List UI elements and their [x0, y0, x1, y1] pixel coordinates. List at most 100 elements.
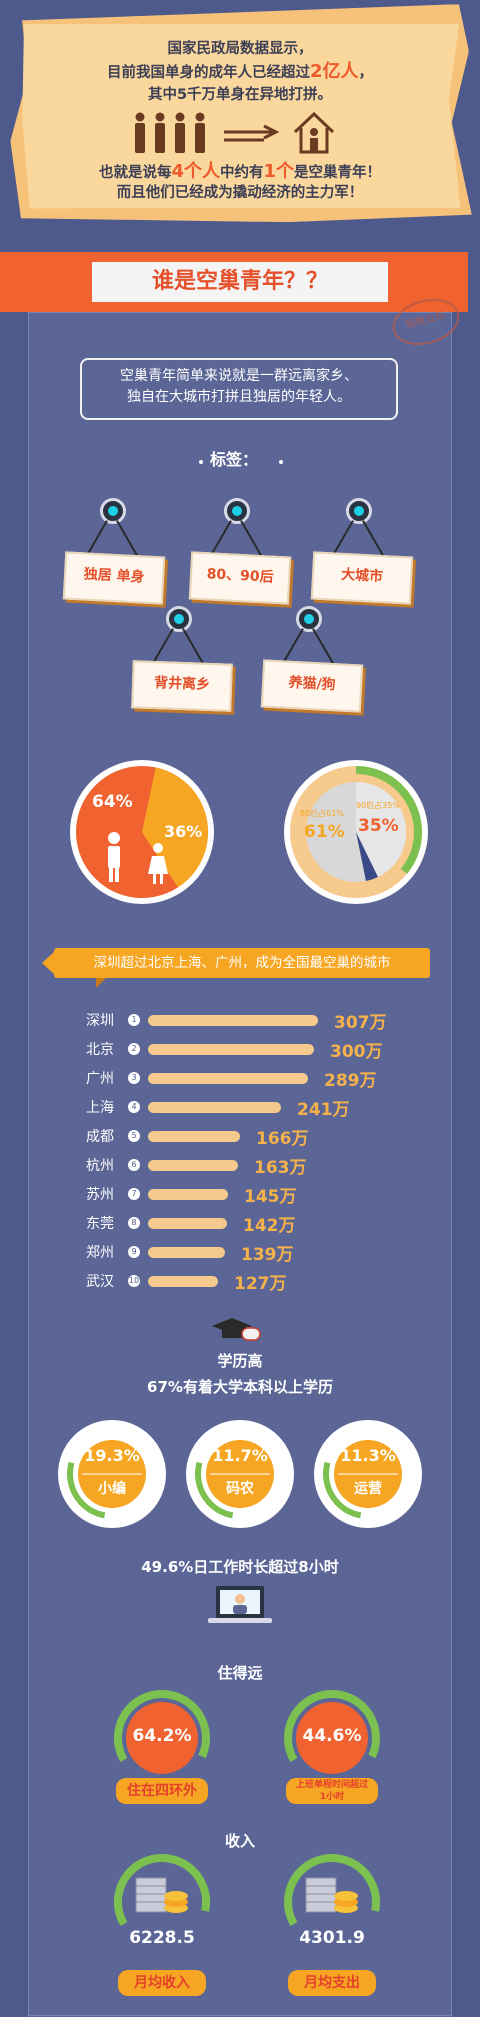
intro-line-5: 而且他们已经成为撬动经济的主力军！	[116, 185, 364, 201]
living-percent: 64.2%	[132, 1726, 192, 1746]
content-panel-border	[28, 312, 452, 2016]
definition-line-1: 空巢青年简单来说就是一群远离家乡、	[120, 368, 358, 384]
income-title: 收入	[224, 1832, 255, 1850]
hook-icon	[346, 498, 372, 524]
city-value: 127万	[234, 1274, 287, 1294]
city-name: 广州	[86, 1071, 114, 1087]
job-label: 小编	[98, 1481, 126, 1497]
living-ring	[284, 1690, 380, 1786]
rank-badge: 6	[128, 1159, 140, 1171]
city-value: 289万	[324, 1071, 377, 1091]
tag-big-city: 大城市	[310, 551, 414, 605]
post80-label: 80后占61%	[300, 809, 344, 818]
income-label: 月均支出	[288, 1970, 376, 1996]
job-percent: 19.3%	[84, 1446, 140, 1465]
house-person-icon	[293, 111, 335, 154]
city-value: 139万	[241, 1245, 294, 1265]
city-name: 武汉	[86, 1274, 114, 1290]
education-title: 学历高	[217, 1352, 263, 1370]
living-label: 住在四环外	[116, 1778, 208, 1804]
tag-single: 独居 单身	[62, 551, 166, 605]
city-bar	[148, 1247, 225, 1258]
city-title-fold	[96, 978, 106, 988]
tags-title-underline	[199, 460, 283, 464]
post80-percent: 61%	[304, 822, 345, 842]
city-bar	[148, 1015, 318, 1026]
city-title-arrow	[42, 952, 54, 974]
living-label: 上班单程时间超过1小时	[286, 1778, 378, 1804]
job-percent: 11.7%	[212, 1446, 268, 1465]
rank-badge: 7	[128, 1188, 140, 1200]
gender-pie-chart	[70, 760, 214, 904]
city-name: 东莞	[86, 1216, 114, 1232]
city-value: 142万	[243, 1216, 296, 1236]
city-bar	[148, 1073, 308, 1084]
rank-badge: 9	[128, 1246, 140, 1258]
city-value: 163万	[254, 1158, 307, 1178]
money-stack-icon	[284, 1854, 380, 1950]
job-ring	[186, 1420, 294, 1528]
job-ring	[314, 1420, 422, 1528]
city-value: 166万	[256, 1129, 309, 1149]
tag-generation: 80、90后	[188, 551, 292, 605]
work-hours-text: 49.6%日工作时长超过8小时	[141, 1558, 339, 1576]
education-subtitle: 67%有着大学本科以上学历	[147, 1378, 333, 1396]
tags-title: 标签：	[210, 450, 259, 469]
rank-badge: 3	[128, 1072, 140, 1084]
city-bar	[148, 1189, 228, 1200]
post90-label: 90后占35%	[356, 801, 400, 810]
city-value: 307万	[334, 1013, 387, 1033]
rank-badge: 10	[128, 1275, 140, 1287]
city-value: 145万	[244, 1187, 297, 1207]
city-name: 苏州	[86, 1187, 114, 1203]
city-name: 成都	[86, 1129, 114, 1145]
city-bar	[148, 1160, 238, 1171]
city-bar	[148, 1131, 240, 1142]
living-ring	[114, 1690, 210, 1786]
rank-badge: 5	[128, 1130, 140, 1142]
hook-icon	[166, 606, 192, 632]
income-value: 4301.9	[299, 1928, 365, 1948]
male-percent: 64%	[92, 792, 133, 812]
income-value: 6228.5	[129, 1928, 195, 1948]
arrow-right-icon	[224, 124, 280, 142]
definition-box: 空巢青年简单来说就是一群远离家乡、 独自在大城市打拼且独居的年轻人。	[80, 358, 398, 420]
money-stack-icon	[114, 1854, 210, 1950]
city-bar	[148, 1276, 218, 1287]
intro-line-2: 目前我国单身的成年人已经超过2亿人，	[106, 61, 374, 82]
female-percent: 36%	[164, 822, 203, 841]
city-name: 杭州	[86, 1158, 114, 1174]
city-name: 深圳	[86, 1013, 114, 1029]
job-ring	[58, 1420, 166, 1528]
post90-percent: 35%	[358, 816, 399, 836]
tag-pets: 养猫/狗	[260, 659, 364, 713]
job-label: 码农	[226, 1481, 254, 1497]
definition-line-2: 独自在大城市打拼且独居的年轻人。	[127, 389, 351, 405]
rank-badge: 1	[128, 1014, 140, 1026]
job-label: 运营	[354, 1481, 382, 1497]
city-name: 北京	[86, 1042, 114, 1058]
job-percent: 11.3%	[340, 1446, 396, 1465]
living-title: 住得远	[217, 1664, 263, 1682]
city-bar	[148, 1044, 314, 1055]
hook-icon	[224, 498, 250, 524]
age-donut-chart	[284, 760, 428, 904]
hook-icon	[296, 606, 322, 632]
hook-icon	[100, 498, 126, 524]
rank-badge: 8	[128, 1217, 140, 1229]
income-label: 月均收入	[118, 1970, 206, 1996]
intro-line-1: 国家民政局数据显示，	[167, 41, 313, 57]
city-ranking-title: 深圳超过北京上海、广州，成为全国最空巢的城市	[54, 948, 430, 978]
graduation-cap-icon	[212, 1318, 261, 1341]
city-name: 郑州	[86, 1245, 114, 1261]
city-value: 300万	[330, 1042, 383, 1062]
intro-line-3: 其中5千万单身在异地打拼。	[147, 87, 333, 103]
city-value: 241万	[297, 1100, 350, 1120]
section-title: 谁是空巢青年？？	[92, 262, 388, 302]
four-people-icon	[135, 112, 205, 153]
intro-line-4: 也就是说每4个人中约有1个是空巢青年！	[98, 161, 382, 182]
rank-badge: 4	[128, 1101, 140, 1113]
city-bar	[148, 1218, 227, 1229]
city-bar	[148, 1102, 281, 1113]
rank-badge: 2	[128, 1043, 140, 1055]
